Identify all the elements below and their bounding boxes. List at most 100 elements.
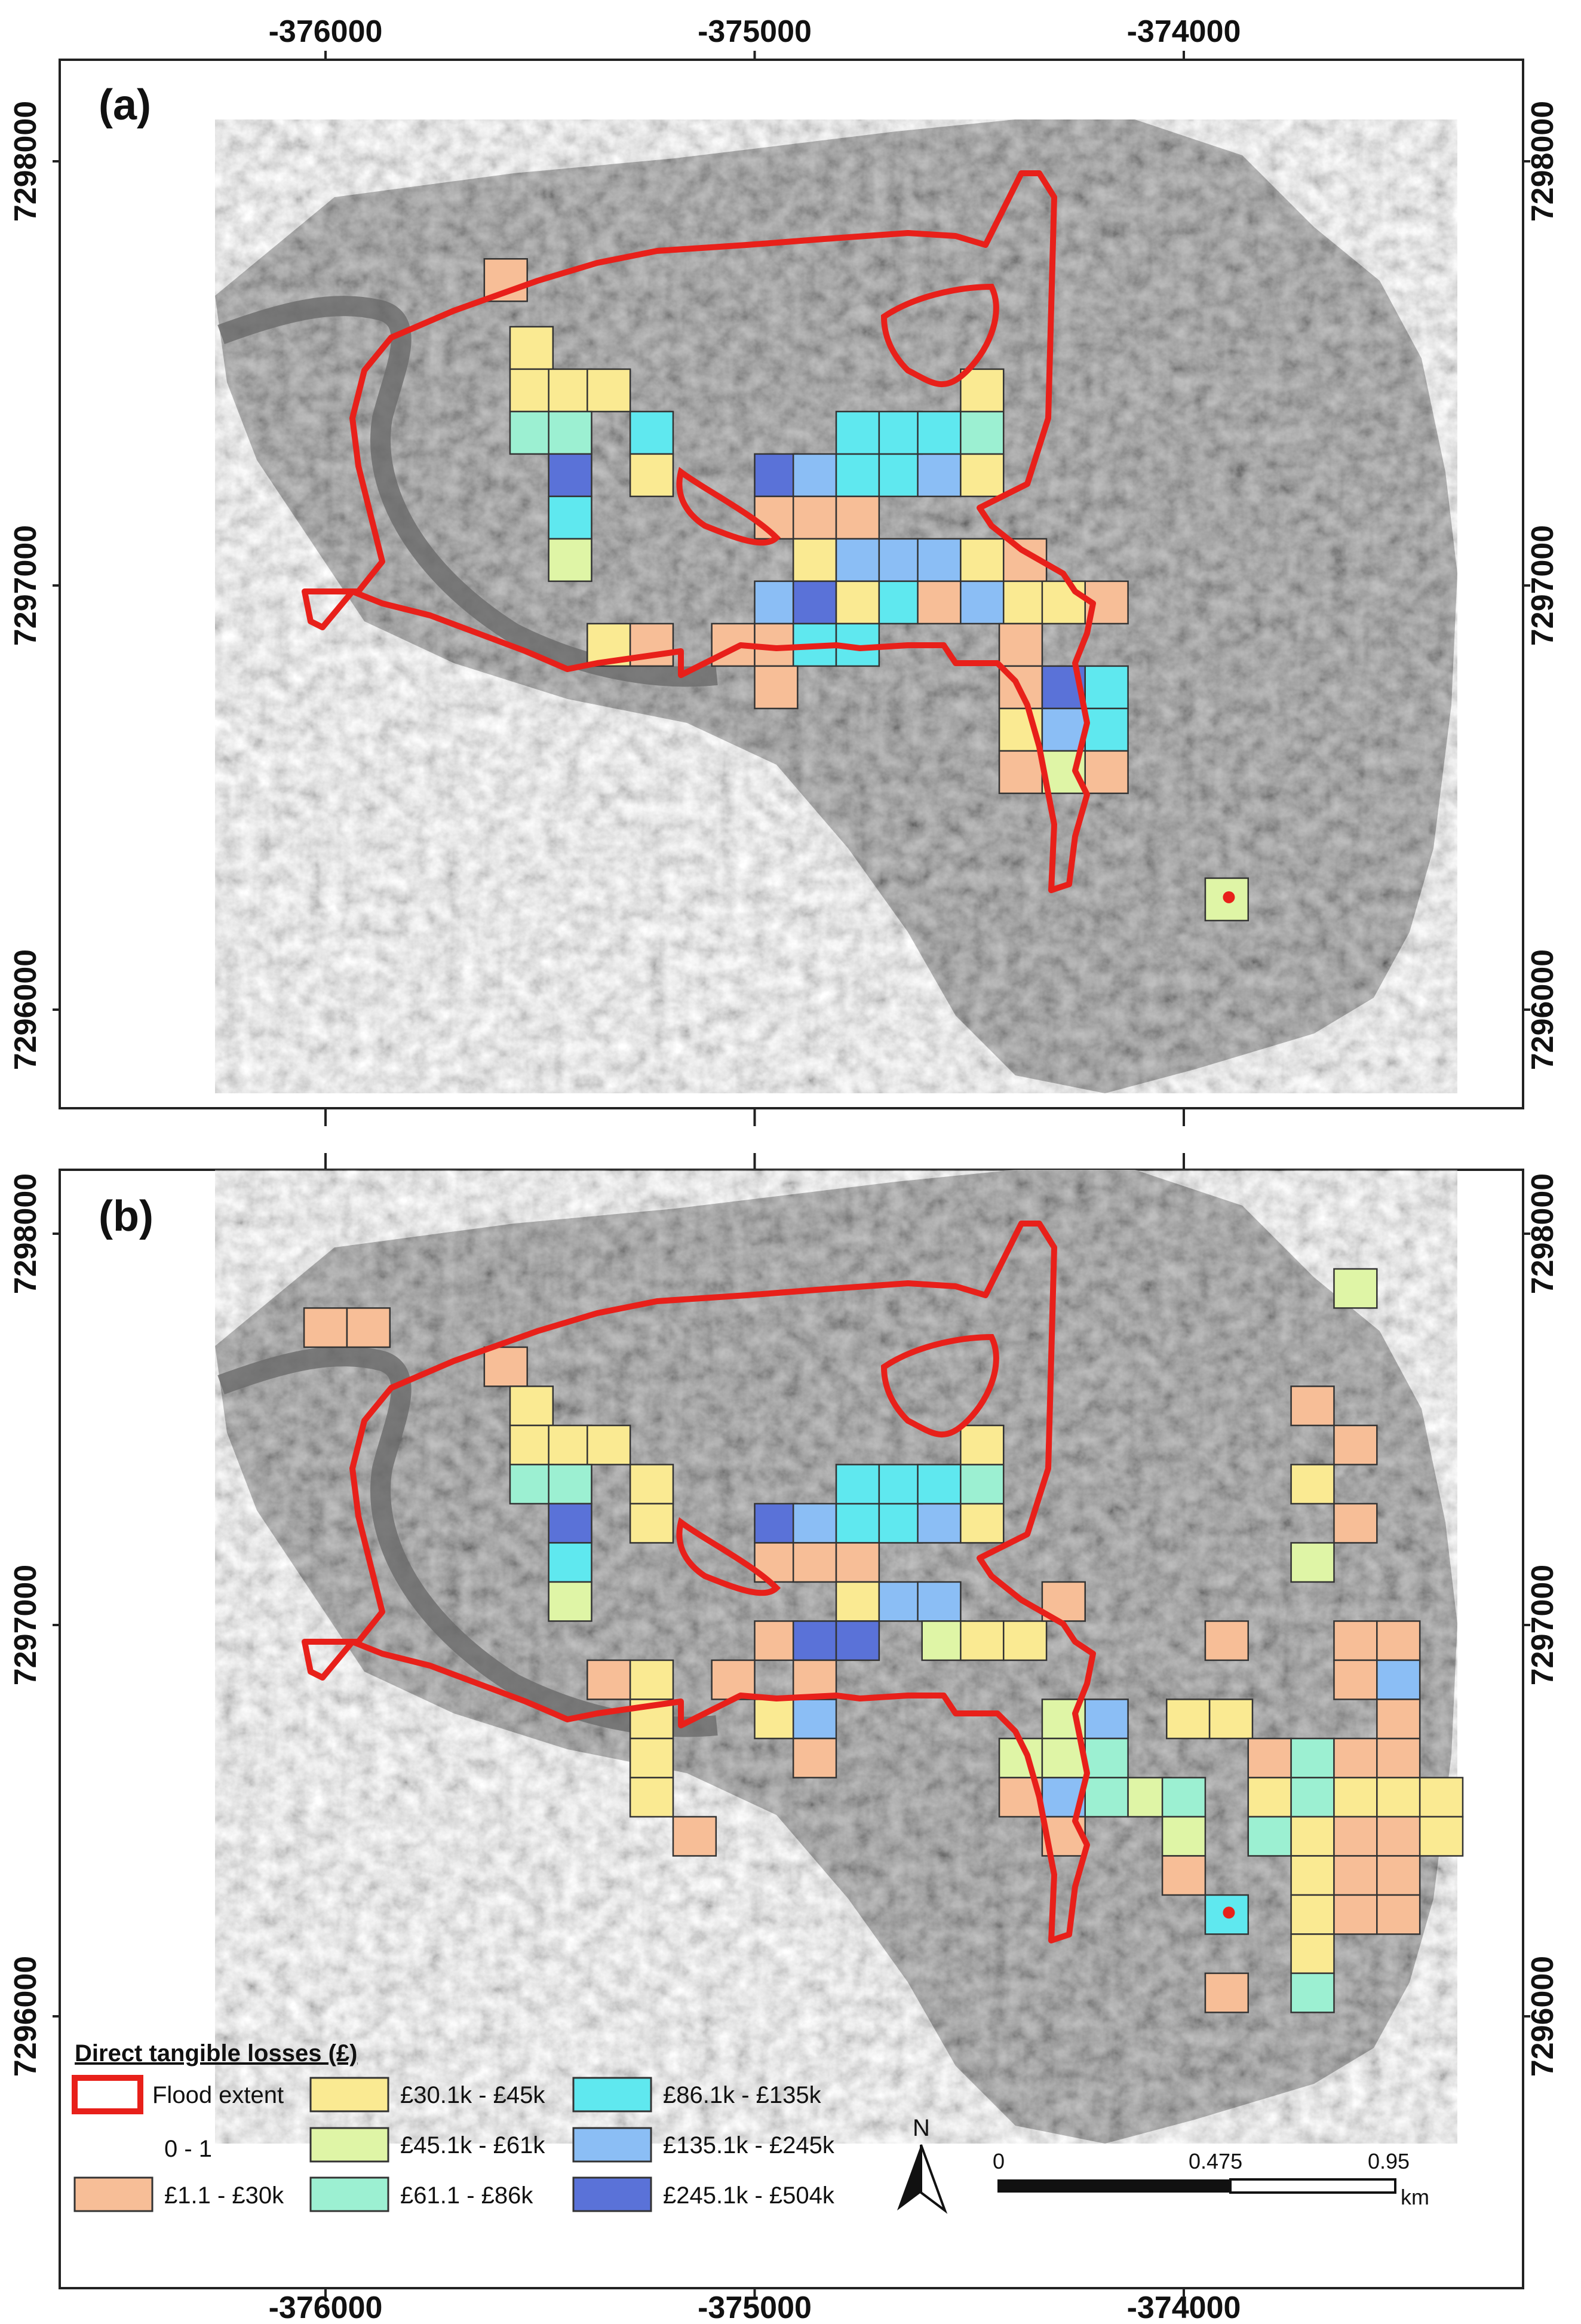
- loss-cell: [548, 1424, 593, 1465]
- x-tick-top: -374000: [1127, 14, 1241, 49]
- loss-cell: [960, 1503, 1005, 1544]
- north-arrow-icon: [897, 2145, 921, 2210]
- loss-cell: [1333, 1659, 1378, 1700]
- y-tick-right: 7297000: [1525, 525, 1560, 646]
- loss-cell: [629, 453, 674, 498]
- loss-cell: [835, 410, 880, 455]
- legend-class-1-label: £1.1 - £30k: [164, 2182, 284, 2209]
- loss-cell: [1376, 1855, 1421, 1896]
- loss-cell: [1376, 1816, 1421, 1857]
- x-tick-top: -376000: [269, 14, 383, 49]
- legend-swatch-class-3: [309, 2127, 389, 2163]
- loss-cell: [835, 1542, 880, 1583]
- loss-cell: [878, 1464, 923, 1505]
- loss-cell: [548, 1503, 593, 1544]
- loss-cell: [1166, 1698, 1211, 1740]
- legend-flood-swatch: [72, 2075, 143, 2114]
- panel-b-label: (b): [99, 1192, 154, 1240]
- scale-label-end: 0.95: [1368, 2149, 1410, 2173]
- loss-cell: [1084, 665, 1129, 710]
- loss-cell: [303, 1307, 348, 1348]
- loss-cell: [1376, 1737, 1421, 1779]
- loss-cell: [792, 495, 837, 540]
- y-tick-right: 7297000: [1525, 1565, 1560, 1685]
- loss-cell: [917, 410, 962, 455]
- legend-class-2-label: £30.1k - £45k: [400, 2082, 545, 2108]
- loss-cell: [921, 1620, 966, 1661]
- loss-cell: [509, 410, 554, 455]
- panel-b-flood-loop: [676, 1517, 781, 1596]
- loss-cell: [1333, 1620, 1378, 1661]
- loss-cell: [483, 1346, 528, 1387]
- loss-cell: [1376, 1698, 1421, 1740]
- loss-cell: [792, 580, 837, 625]
- loss-cell: [878, 410, 923, 455]
- loss-cell: [1161, 1855, 1207, 1896]
- loss-cell: [1290, 1464, 1335, 1505]
- loss-cell: [629, 1464, 674, 1505]
- loss-cell: [792, 1620, 837, 1661]
- panel-a-flood-points: [1223, 891, 1235, 903]
- loss-cell: [917, 538, 962, 582]
- loss-cell: [1333, 1424, 1378, 1465]
- loss-cell: [792, 1542, 837, 1583]
- loss-cell: [792, 1503, 837, 1544]
- loss-cell: [509, 1385, 554, 1427]
- legend-class-5-label: £86.1k - £135k: [663, 2082, 822, 2108]
- loss-cell: [754, 665, 799, 710]
- loss-cell: [509, 368, 554, 413]
- loss-cell: [960, 580, 1005, 625]
- loss-cell: [1084, 750, 1129, 795]
- legend-flood-label: Flood extent: [152, 2082, 284, 2108]
- loss-cell: [835, 495, 880, 540]
- legend-class-3-label: £45.1k - £61k: [400, 2132, 545, 2159]
- loss-cell: [1290, 1894, 1335, 1935]
- loss-cell: [792, 1737, 837, 1779]
- loss-cell: [1290, 1972, 1335, 2013]
- panel-b-river: [217, 1346, 718, 1737]
- loss-cell: [1290, 1385, 1335, 1427]
- y-tick-right: 7298000: [1525, 101, 1560, 222]
- loss-cell: [1208, 1698, 1254, 1740]
- loss-cell: [835, 538, 880, 582]
- loss-cell: [548, 1464, 593, 1505]
- loss-cell: [1041, 1737, 1086, 1779]
- loss-cell: [1084, 1737, 1129, 1779]
- panel-a-flood-extent: [302, 170, 1096, 893]
- loss-cell: [754, 1698, 799, 1740]
- loss-cell: [672, 1816, 717, 1857]
- loss-cell: [917, 1464, 962, 1505]
- loss-cell: [960, 453, 1005, 498]
- north-label: N: [913, 2115, 930, 2141]
- coordinate-ticks: -376000-376000-375000-375000-374000-3740…: [8, 14, 1560, 2324]
- x-tick-top: -375000: [698, 14, 812, 49]
- loss-cell: [835, 1464, 880, 1505]
- loss-cell: [1333, 1503, 1378, 1544]
- y-tick-left: 7298000: [8, 101, 43, 222]
- loss-cell: [960, 1464, 1005, 1505]
- loss-cell: [917, 1503, 962, 1544]
- panel-a-flood-loop: [676, 467, 781, 546]
- scale-bar-white: [1229, 2178, 1396, 2194]
- loss-cell: [1333, 1737, 1378, 1779]
- loss-cell: [1161, 1816, 1207, 1857]
- y-tick-right: 7296000: [1525, 1956, 1560, 2077]
- loss-cell: [587, 1659, 631, 1700]
- y-tick-right: 7296000: [1525, 949, 1560, 1070]
- loss-cell: [998, 623, 1043, 667]
- loss-cell: [1084, 1698, 1129, 1740]
- loss-cell: [1333, 1268, 1378, 1309]
- loss-cell: [1376, 1620, 1421, 1661]
- loss-cell: [587, 368, 631, 413]
- scale-label-0: 0: [993, 2149, 1005, 2173]
- loss-cell: [548, 368, 593, 413]
- legend-swatch-class-2: [309, 2077, 389, 2113]
- legend-swatch-class-7: [572, 2176, 652, 2212]
- legend-swatch-class-6: [572, 2127, 652, 2163]
- loss-cell: [878, 580, 923, 625]
- legend-class-6-label: £135.1k - £245k: [663, 2132, 835, 2159]
- loss-cell: [509, 326, 554, 370]
- loss-cell: [792, 453, 837, 498]
- loss-cell: [629, 1737, 674, 1779]
